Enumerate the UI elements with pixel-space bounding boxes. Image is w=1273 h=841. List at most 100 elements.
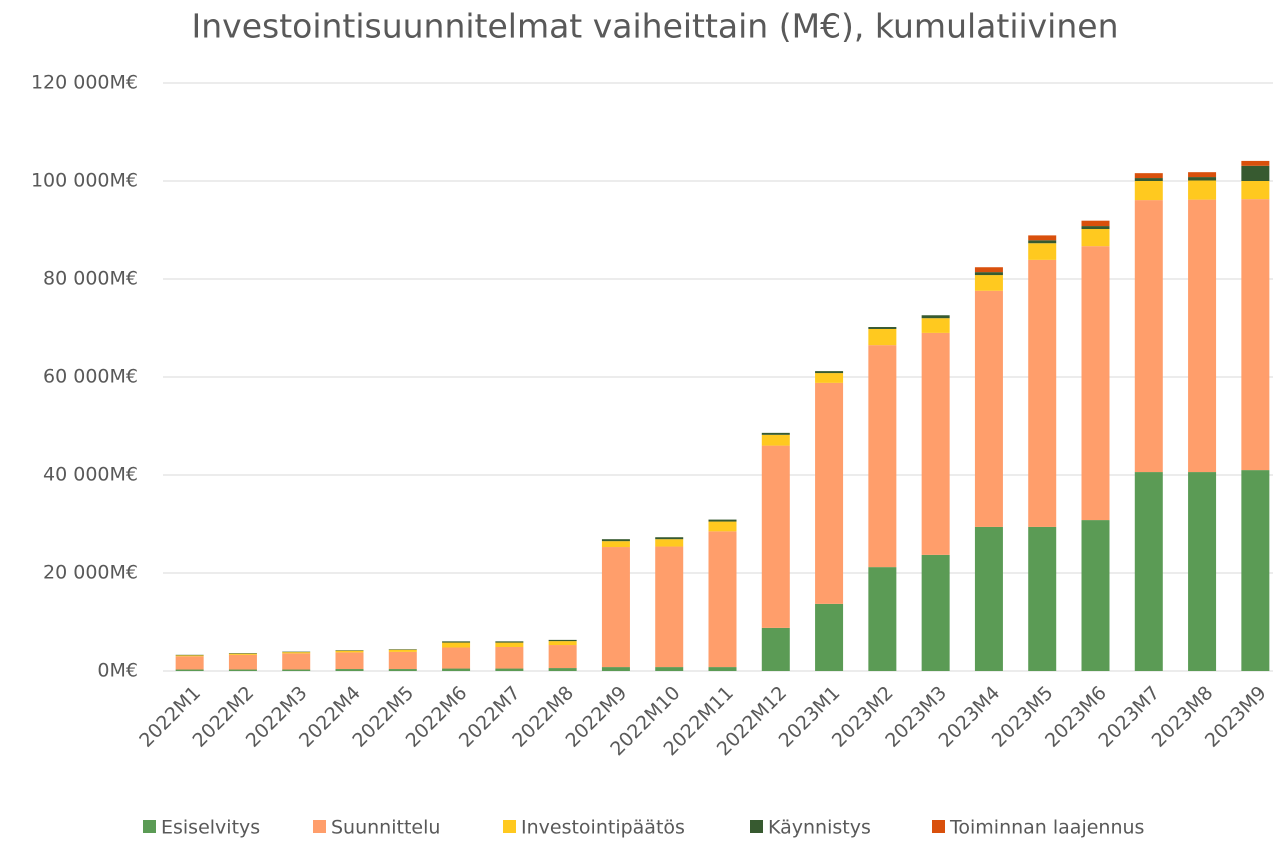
bar-segment <box>442 641 471 643</box>
bar-segment <box>921 315 950 319</box>
bar-segment <box>495 642 524 647</box>
y-tick-label: 100 000M€ <box>31 170 138 192</box>
bar-segment <box>495 641 524 643</box>
bar-segment <box>175 669 204 671</box>
legend-swatch <box>503 820 516 833</box>
bar-segment <box>1134 173 1163 179</box>
bar-segment <box>388 651 417 670</box>
bar-segment <box>442 647 471 669</box>
bar-segment <box>921 332 950 555</box>
y-tick-label: 80 000M€ <box>43 268 138 290</box>
bar-segment <box>655 667 684 671</box>
bar-segment <box>815 371 844 374</box>
bar-segment <box>388 649 417 652</box>
bar-segment <box>548 639 577 642</box>
bar-segment <box>655 546 684 668</box>
bar-segment <box>974 290 1003 527</box>
bar-segment <box>921 554 950 671</box>
bar-segment <box>442 668 471 671</box>
bar-segment <box>548 668 577 671</box>
bar-segment <box>708 531 737 668</box>
bar-segment <box>1028 243 1057 260</box>
bar-segment <box>601 541 630 548</box>
bar-segment <box>868 328 897 346</box>
bar-segment <box>761 432 790 435</box>
bar-segment <box>1241 470 1270 671</box>
bar-segment <box>1134 178 1163 181</box>
bar-segment <box>1188 472 1217 671</box>
bar-segment <box>868 345 897 568</box>
legend-label: Investointipäätös <box>521 817 685 839</box>
bar-segment <box>1028 240 1057 244</box>
bar-segment <box>1134 472 1163 671</box>
bar-segment <box>175 656 204 670</box>
bar-segment <box>1188 180 1217 200</box>
bar-segment <box>601 667 630 671</box>
bar-segment <box>228 653 257 655</box>
legend-swatch <box>932 820 945 833</box>
bar-segment <box>921 318 950 333</box>
bar-segment <box>974 275 1003 291</box>
legend-swatch <box>313 820 326 833</box>
bar-segment <box>1028 526 1057 671</box>
bar-segment <box>1188 199 1217 473</box>
chart-title: Investointisuunnitelmat vaiheittain (M€)… <box>192 7 1119 46</box>
bar-segment <box>815 382 844 604</box>
bar-segment <box>1188 172 1217 178</box>
y-tick-label: 60 000M€ <box>43 366 138 388</box>
bar-segment <box>175 655 204 657</box>
bar-segment <box>974 267 1003 273</box>
bar-segment <box>1081 520 1110 671</box>
legend-swatch <box>143 820 156 833</box>
bar-segment <box>442 642 471 648</box>
bar-segment <box>708 667 737 671</box>
bar-segment <box>655 537 684 540</box>
bar-segment <box>601 539 630 542</box>
bar-segment <box>868 327 897 329</box>
bar-segment <box>548 645 577 669</box>
bar-segment <box>1081 246 1110 521</box>
bar-segment <box>228 654 257 670</box>
bar-segment <box>1134 181 1163 201</box>
bar-segment <box>1241 165 1270 181</box>
bar-segment <box>548 641 577 646</box>
bar-segment <box>1081 220 1110 227</box>
bar-segment <box>974 526 1003 671</box>
bar-segment <box>495 646 524 669</box>
bar-segment <box>761 434 790 446</box>
y-tick-label: 120 000M€ <box>31 72 138 94</box>
bar-segment <box>335 650 364 653</box>
bar-segment <box>1241 199 1270 471</box>
bar-segment <box>1028 235 1057 241</box>
legend-label: Esiselvitys <box>161 817 260 839</box>
bar-segment <box>495 668 524 671</box>
bar-segment <box>761 627 790 671</box>
bar-segment <box>815 373 844 383</box>
bar-segment <box>708 519 737 522</box>
legend-label: Käynnistys <box>768 817 871 839</box>
bar-segment <box>335 669 364 671</box>
bar-segment <box>815 603 844 671</box>
bar-segment <box>335 652 364 670</box>
legend-label: Suunnittelu <box>331 817 440 839</box>
bar-segment <box>1241 160 1270 166</box>
bar-segment <box>1081 226 1110 230</box>
bar-segment <box>655 539 684 547</box>
bar-segment <box>282 652 311 654</box>
legend-swatch <box>750 820 763 833</box>
y-tick-label: 20 000M€ <box>43 562 138 584</box>
legend-label: Toiminnan laajennus <box>949 817 1144 839</box>
bar-segment <box>1081 229 1110 247</box>
bar-segment <box>282 669 311 671</box>
bar-segment <box>1134 200 1163 473</box>
bar-segment <box>974 272 1003 276</box>
bar-segment <box>1241 181 1270 200</box>
bar-segment <box>601 547 630 668</box>
y-tick-label: 40 000M€ <box>43 464 138 486</box>
y-tick-label: 0M€ <box>97 660 138 682</box>
bar-segment <box>868 567 897 671</box>
bar-segment <box>761 445 790 628</box>
bar-segment <box>708 521 737 532</box>
bar-segment <box>282 653 311 670</box>
